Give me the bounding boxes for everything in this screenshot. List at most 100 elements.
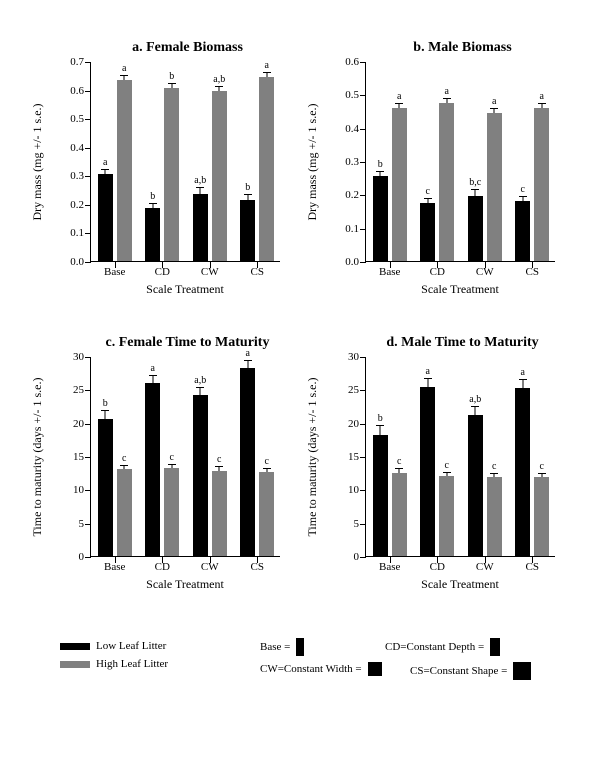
y-tick-label: 5 [319, 518, 359, 530]
panel-title: a. Female Biomass [90, 40, 285, 56]
error-cap [538, 473, 546, 474]
legend-shape-label: Base = [260, 641, 290, 653]
significance-label: c [170, 452, 174, 463]
significance-label: c [521, 184, 525, 195]
y-tick [85, 390, 91, 391]
bar-low [420, 387, 435, 556]
bar-high [487, 113, 502, 261]
x-tick-label: CS [512, 561, 552, 573]
bar-high [212, 471, 227, 556]
error-bar [380, 426, 381, 435]
y-tick-label: 10 [319, 484, 359, 496]
significance-label: a [122, 63, 126, 74]
y-tick [85, 524, 91, 525]
error-cap [376, 171, 384, 172]
legend-swatch [60, 643, 90, 650]
y-tick [85, 233, 91, 234]
error-cap [101, 169, 109, 170]
significance-label: c [540, 461, 544, 472]
error-cap [395, 103, 403, 104]
y-tick-label: 0.6 [319, 56, 359, 68]
error-bar [219, 467, 220, 471]
significance-label: a [445, 86, 449, 97]
y-tick [360, 557, 366, 558]
x-tick-label: CD [417, 266, 457, 278]
error-bar [266, 469, 267, 472]
significance-label: a,b [469, 394, 481, 405]
y-tick [360, 129, 366, 130]
bar-high [164, 468, 179, 556]
error-cap [196, 187, 204, 188]
x-axis-label: Scale Treatment [365, 282, 555, 297]
bar-low [420, 203, 435, 261]
y-tick-label: 0.1 [319, 223, 359, 235]
y-tick [85, 424, 91, 425]
legend-shape-row: CW=Constant Width = [260, 662, 382, 676]
y-tick [360, 490, 366, 491]
bar-low [193, 194, 208, 261]
error-bar [541, 104, 542, 108]
plot-area: 051015202530BasebcCDacCWa,bcCSac [90, 357, 280, 557]
panel-title: b. Male Biomass [365, 40, 560, 56]
y-tick [85, 457, 91, 458]
y-tick [85, 557, 91, 558]
significance-label: c [445, 460, 449, 471]
error-bar [247, 361, 248, 368]
y-tick [85, 148, 91, 149]
error-bar [219, 87, 220, 91]
significance-label: b,c [469, 177, 481, 188]
significance-label: b [378, 159, 383, 170]
error-cap [471, 406, 479, 407]
error-bar [446, 99, 447, 103]
error-cap [490, 473, 498, 474]
error-bar [247, 195, 248, 199]
y-tick [85, 91, 91, 92]
legend-shape-label: CS=Constant Shape = [410, 665, 507, 677]
y-tick-label: 0.4 [44, 142, 84, 154]
error-cap [149, 375, 157, 376]
significance-label: c [492, 461, 496, 472]
error-bar [446, 473, 447, 476]
x-tick-label: CD [142, 266, 182, 278]
y-tick-label: 0 [319, 551, 359, 563]
panel-d: d. Male Time to MaturityTime to maturity… [315, 335, 560, 600]
error-cap [215, 466, 223, 467]
legend-shape-label: CW=Constant Width = [260, 663, 362, 675]
error-cap [101, 410, 109, 411]
legend-series-row: High Leaf Litter [60, 658, 168, 670]
significance-label: a [151, 363, 155, 374]
legend-shape-swatch [513, 662, 531, 680]
significance-label: c [265, 456, 269, 467]
error-cap [519, 196, 527, 197]
legend-shape-label: CD=Constant Depth = [385, 641, 484, 653]
error-bar [124, 76, 125, 79]
error-bar [399, 104, 400, 108]
significance-label: a,b [213, 74, 225, 85]
x-axis-label: Scale Treatment [365, 577, 555, 592]
y-tick [360, 524, 366, 525]
significance-label: a [246, 348, 250, 359]
bar-low [515, 388, 530, 556]
y-tick-label: 20 [319, 418, 359, 430]
x-tick-label: CD [142, 561, 182, 573]
panel-title: c. Female Time to Maturity [90, 335, 285, 351]
bar-high [534, 477, 549, 556]
y-tick-label: 25 [44, 384, 84, 396]
error-cap [168, 464, 176, 465]
error-bar [541, 474, 542, 477]
significance-label: b [169, 71, 174, 82]
legend-shape-swatch [296, 638, 304, 656]
x-tick-label: CW [190, 561, 230, 573]
error-cap [424, 198, 432, 199]
y-tick-label: 0.5 [44, 113, 84, 125]
plot-area: 0.00.10.20.30.40.50.6BasebaCDcaCWb,caCSc… [365, 62, 555, 262]
error-cap [149, 203, 157, 204]
y-tick-label: 30 [44, 351, 84, 363]
bar-low [240, 200, 255, 261]
error-bar [105, 170, 106, 173]
y-tick-label: 5 [44, 518, 84, 530]
panel-b: b. Male BiomassDry mass (mg +/- 1 s.e.)S… [315, 40, 560, 305]
y-tick [85, 262, 91, 263]
y-tick [360, 229, 366, 230]
bar-high [117, 80, 132, 261]
